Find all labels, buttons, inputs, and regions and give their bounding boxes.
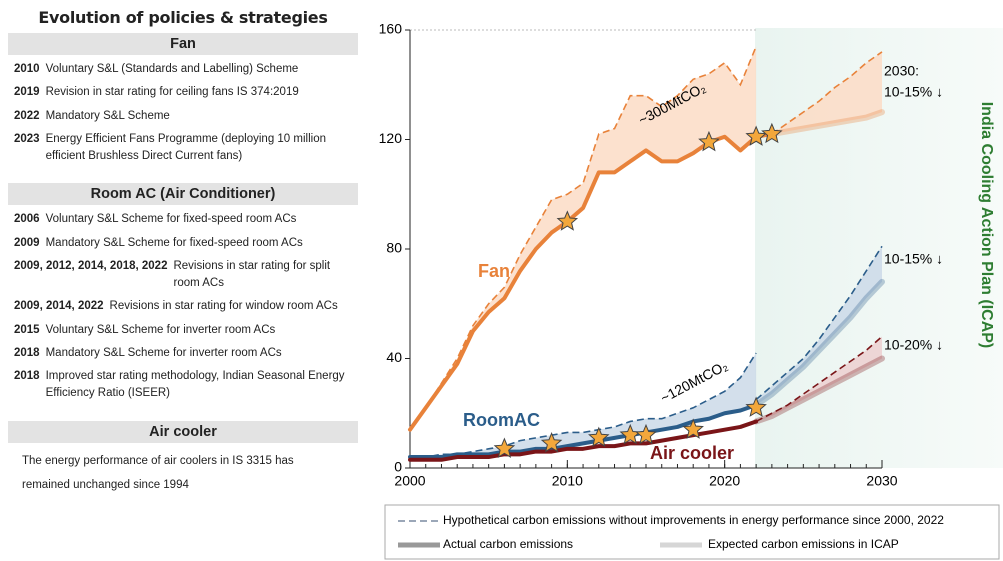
policy-item: 2018 Improved star rating methodology, In… [14, 368, 358, 403]
series-line [753, 278, 885, 409]
gap-area [410, 353, 757, 458]
policy-year: 2006 [14, 213, 40, 226]
policy-year: 2023 [14, 132, 40, 145]
section-text: The energy performance of air coolers in… [22, 454, 294, 491]
x-tick-label: 2020 [709, 473, 740, 489]
policy-year: 2019 [14, 86, 40, 99]
policy-text: Mandatory S&L Scheme for inverter room A… [45, 346, 282, 359]
policy-year: 2009, 2014, 2022 [14, 300, 104, 313]
policy-text: Voluntary S&L (Standards and Labelling) … [45, 63, 299, 75]
annotation: 10-20% ↓ [884, 337, 943, 353]
policy-year: 2018 [14, 346, 40, 359]
series-line [771, 51, 883, 135]
annotation: 10-15% ↓ [884, 84, 943, 100]
gap-area [771, 51, 882, 135]
policy-star [635, 423, 657, 445]
legend-label: Hypothetical carbon emissions without im… [443, 513, 944, 527]
gap-area [410, 46, 757, 430]
x-tick-label: 2000 [394, 473, 425, 489]
policy-text: Voluntary S&L Scheme for fixed-speed roo… [45, 213, 297, 226]
policy-panel: Evolution of policies & strategies Fan 201… [8, 8, 358, 515]
series-line [410, 352, 757, 458]
panel-title: Evolution of policies & strategies [38, 8, 328, 27]
y-tick-label: 0 [394, 459, 402, 475]
policy-star [745, 396, 767, 417]
y-tick-label: 40 [386, 349, 402, 365]
policy-item: 2022 Mandatory S&L Scheme [14, 108, 358, 125]
policy-star [588, 426, 610, 448]
policy-section: Room AC (Air Conditioner) 2006 Voluntary S… [8, 183, 358, 402]
y-tick-label: 120 [379, 130, 403, 146]
section-heading: Fan [8, 33, 358, 55]
x-tick-label: 2030 [866, 473, 897, 489]
annotation: 10-15% ↓ [884, 251, 943, 267]
policy-section: Air cooler The energy performance of air … [8, 420, 358, 497]
policy-text: Revisions in star rating for window room… [109, 300, 338, 313]
icap-title: India Cooling Action Plan (ICAP) [978, 102, 995, 349]
policy-text: Revisions in star rating for split room … [173, 259, 331, 289]
series-label: Fan [478, 261, 510, 281]
series-line [755, 245, 883, 401]
legend-box [384, 504, 1000, 560]
policy-star [682, 418, 704, 439]
policy-text: Voluntary S&L Scheme for inverter room A… [45, 323, 276, 336]
x-tick-label: 2010 [552, 473, 583, 489]
policy-star [556, 210, 579, 231]
policy-item: 2009, 2014, 2022 Revisions in star rating… [14, 298, 358, 315]
policy-star [698, 130, 720, 152]
policy-item: 2023 Energy Efficient Fans Programme (dep… [14, 131, 358, 166]
policy-text: Improved star rating methodology, Indian… [45, 370, 345, 400]
policy-year: 2010 [14, 63, 40, 75]
policy-star [493, 437, 516, 458]
policy-year: 2015 [14, 323, 40, 336]
policy-item: 2010 Voluntary S&L (Standards and Labelli… [14, 61, 358, 78]
policy-item: 2006 Voluntary S&L Scheme for fixed-speed… [14, 211, 358, 228]
policy-item: 2019 Revision in star rating for ceiling … [14, 84, 358, 101]
series-line [768, 109, 885, 138]
series-label: RoomAC [463, 410, 540, 430]
policy-year: 2009 [14, 236, 40, 249]
policy-section: Fan 2010 Voluntary S&L (Standards and Labe… [8, 33, 358, 165]
policy-star [540, 432, 563, 453]
policy-year: 2022 [14, 109, 40, 122]
policy-text: Mandatory S&L Scheme [45, 109, 170, 122]
annotation: 2030: [884, 63, 919, 79]
policy-star [745, 125, 767, 146]
y-tick-label: 80 [386, 240, 402, 256]
policy-text: Energy Efficient Fans Programme (deployi… [45, 132, 326, 162]
policy-item: 2009 Mandatory S&L Scheme for fixed-speed… [14, 235, 358, 252]
series-line [755, 335, 883, 423]
policy-year: 2009, 2012, 2014, 2018, 2022 [14, 259, 168, 272]
section-heading: Air cooler [8, 420, 358, 443]
series-line [753, 355, 885, 425]
policy-star [761, 122, 783, 144]
policy-year: 2018 [14, 370, 40, 382]
series-line [408, 403, 759, 460]
section-heading: Room AC (Air Conditioner) [8, 183, 358, 206]
policy-item: 2018 Mandatory S&L Scheme for inverter ro… [14, 345, 358, 362]
policy-text: Revision in star rating for ceiling fans… [45, 86, 299, 99]
series-label: Air cooler [650, 443, 734, 463]
policy-item: 2009, 2012, 2014, 2018, 2022 Revisions in… [14, 258, 358, 293]
policy-item: 2015 Voluntary S&L Scheme for inverter ro… [14, 322, 358, 339]
policy-text: Mandatory S&L Scheme for fixed-speed roo… [45, 236, 303, 249]
legend-label: Actual carbon emissions [443, 537, 573, 551]
y-tick-label: 160 [379, 21, 403, 37]
legend-label: Expected carbon emissions in ICAP [708, 537, 899, 551]
